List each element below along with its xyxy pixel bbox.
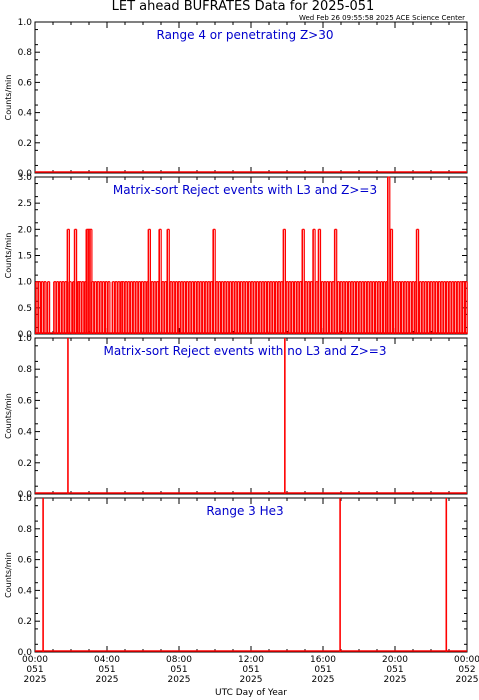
- x-tick-label-time: 12:00: [238, 655, 264, 665]
- y-tick-label: 0.6: [18, 396, 33, 406]
- y-tick-label: 0.0: [18, 490, 33, 500]
- y-tick-label: 1.0: [18, 494, 33, 504]
- figure-timestamp: Wed Feb 26 09:55:58 2025 ACE Science Cen…: [299, 14, 465, 22]
- x-tick-label-doy: 051: [170, 665, 187, 675]
- x-tick-label-time: 08:00: [166, 655, 192, 665]
- y-tick-label: 0.4: [18, 586, 33, 596]
- x-tick-label-doy: 051: [242, 665, 259, 675]
- y-tick-label: 0.8: [18, 525, 33, 535]
- x-tick-label-doy: 051: [98, 665, 115, 675]
- panel-title: Matrix-sort Reject events with L3 and Z>…: [113, 183, 377, 197]
- x-tick-label-time: 00:00: [454, 655, 479, 665]
- y-tick-label: 0.8: [18, 48, 33, 58]
- panel-title: Range 4 or penetrating Z>30: [157, 28, 334, 42]
- y-tick-label: 0.2: [18, 139, 32, 149]
- x-tick-label-time: 00:00: [22, 655, 48, 665]
- x-tick-label-doy: 052: [458, 665, 475, 675]
- x-axis-label: UTC Day of Year: [215, 688, 287, 698]
- chart-panel-2: 0.0 0.5 1.0 1.5 2.0 2.5 3.0 Counts/min Matrix-so…: [4, 173, 468, 340]
- y-axis-label: Counts/min: [4, 393, 13, 439]
- figure-title: LET ahead BUFRATES Data for 2025-051: [112, 0, 375, 14]
- y-tick-label: 1.5: [18, 252, 32, 262]
- x-tick-label-year: 2025: [240, 675, 263, 685]
- chart-panel-3: 0.0 0.2 0.4 0.6 0.8 1.0 Counts/min Matrix-sort …: [4, 334, 468, 500]
- y-tick-label: 2.0: [18, 225, 33, 235]
- x-tick-label-time: 04:00: [94, 655, 120, 665]
- y-tick-label: 1.0: [18, 18, 33, 28]
- x-tick-label-doy: 051: [386, 665, 403, 675]
- y-tick-label: 0.0: [18, 330, 33, 340]
- y-tick-label: 0.6: [18, 78, 33, 88]
- plot-frame: [34, 337, 468, 495]
- chart-panels: 0.0 0.2 0.4 0.6 0.8 1.0 Counts/min Range 4 or p…: [4, 18, 468, 658]
- y-tick-label: 0.4: [18, 109, 33, 119]
- y-tick-label: 1.0: [18, 334, 33, 344]
- y-tick-label: 0.8: [18, 365, 33, 375]
- x-tick-label-year: 2025: [456, 675, 479, 685]
- chart-panel-1: 0.0 0.2 0.4 0.6 0.8 1.0 Counts/min Range 4 or p…: [4, 18, 468, 179]
- x-tick-label-year: 2025: [96, 675, 119, 685]
- plot-frame: [34, 21, 468, 174]
- x-tick-label-time: 20:00: [382, 655, 408, 665]
- x-tick-label-year: 2025: [24, 675, 47, 685]
- y-tick-label: 0.0: [18, 648, 33, 658]
- x-axis: 00:00051202504:00051202508:00051202512:0…: [22, 655, 479, 685]
- y-tick-label: 0.5: [18, 304, 32, 314]
- y-tick-label: 0.2: [18, 617, 32, 627]
- y-tick-label: 1.0: [18, 278, 33, 288]
- chart-panel-4: 0.0 0.2 0.4 0.6 0.8 1.0 Counts/min Range 3 He3: [4, 494, 468, 658]
- y-tick-label: 0.0: [18, 169, 33, 179]
- y-tick-label: 0.6: [18, 556, 33, 566]
- x-tick-label-doy: 051: [314, 665, 331, 675]
- panel-title: Matrix-sort Reject events with no L3 and…: [104, 344, 387, 358]
- y-axis-label: Counts/min: [4, 75, 13, 121]
- x-tick-label-year: 2025: [312, 675, 335, 685]
- x-tick-label-time: 16:00: [310, 655, 336, 665]
- y-tick-label: 0.2: [18, 459, 32, 469]
- panel-title: Range 3 He3: [206, 504, 283, 518]
- y-axis-label: Counts/min: [4, 552, 13, 598]
- y-tick-label: 0.4: [18, 428, 33, 438]
- plot-frame: [34, 497, 468, 653]
- y-tick-label: 3.0: [18, 173, 33, 183]
- x-tick-label-year: 2025: [384, 675, 407, 685]
- x-tick-label-year: 2025: [168, 675, 191, 685]
- x-tick-label-doy: 051: [26, 665, 43, 675]
- y-tick-label: 2.5: [18, 199, 32, 209]
- y-axis-label: Counts/min: [4, 233, 13, 279]
